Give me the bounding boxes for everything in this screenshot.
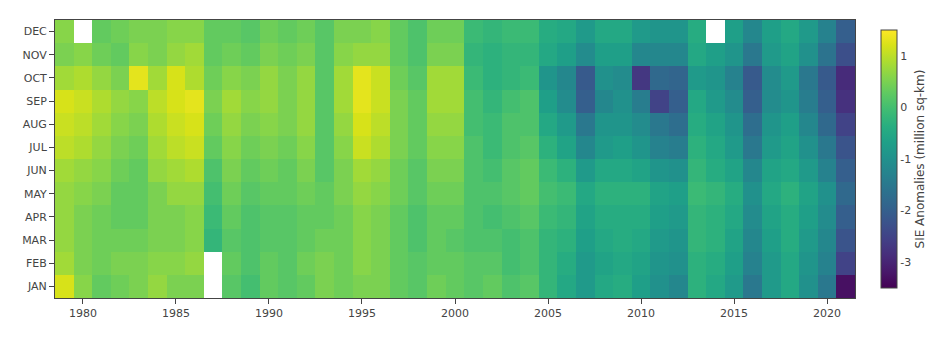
svg-text:NOV: NOV	[23, 49, 48, 62]
svg-text:2010: 2010	[627, 307, 655, 320]
svg-text:JAN: JAN	[27, 280, 47, 293]
svg-text:-1: -1	[900, 153, 911, 166]
svg-text:JUL: JUL	[28, 141, 47, 154]
svg-text:OCT: OCT	[24, 72, 47, 85]
svg-text:1: 1	[900, 50, 907, 63]
svg-text:2000: 2000	[441, 307, 469, 320]
svg-text:1980: 1980	[69, 307, 97, 320]
svg-text:MAR: MAR	[22, 234, 47, 247]
svg-text:JUN: JUN	[26, 164, 47, 177]
svg-text:AUG: AUG	[23, 118, 47, 131]
svg-text:1985: 1985	[162, 307, 190, 320]
svg-text:SIE Anomalies (million sq-km): SIE Anomalies (million sq-km)	[913, 70, 927, 249]
svg-text:1995: 1995	[348, 307, 376, 320]
svg-text:DEC: DEC	[24, 25, 47, 38]
svg-text:MAY: MAY	[24, 188, 47, 201]
svg-text:APR: APR	[25, 211, 47, 224]
svg-text:2020: 2020	[813, 307, 841, 320]
svg-text:0: 0	[900, 101, 907, 114]
svg-text:1990: 1990	[255, 307, 283, 320]
svg-text:FEB: FEB	[26, 257, 47, 270]
svg-text:2005: 2005	[534, 307, 562, 320]
svg-text:-2: -2	[900, 204, 911, 217]
svg-text:2015: 2015	[720, 307, 748, 320]
svg-text:-3: -3	[900, 256, 911, 269]
svg-text:SEP: SEP	[26, 95, 47, 108]
